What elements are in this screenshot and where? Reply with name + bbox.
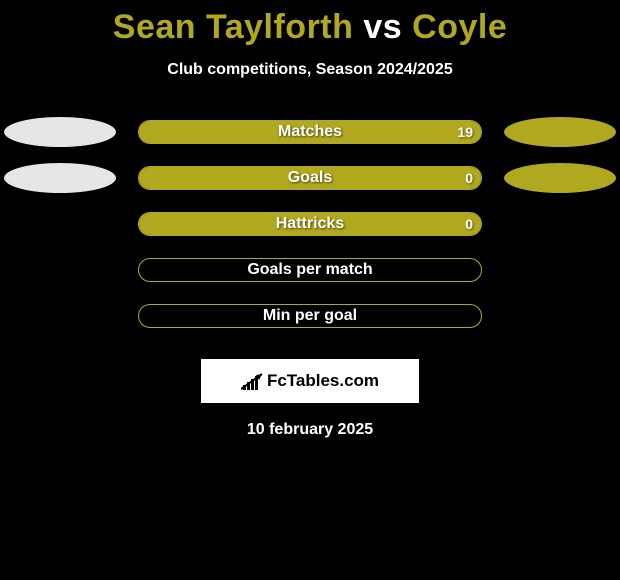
stat-value-player2: 0 xyxy=(465,216,473,232)
player1-ellipse xyxy=(4,163,116,193)
stat-row: Min per goal xyxy=(0,293,620,339)
stat-label: Min per goal xyxy=(139,307,481,325)
bar-fill-player2 xyxy=(139,213,481,235)
stat-bar: Matches19 xyxy=(138,120,482,144)
date-text: 10 february 2025 xyxy=(0,421,620,439)
stat-bar: Goals per match xyxy=(138,258,482,282)
chart-icon xyxy=(241,372,263,390)
stat-label: Goals per match xyxy=(139,261,481,279)
comparison-title: Sean Taylforth vs Coyle xyxy=(0,0,620,47)
player2-ellipse xyxy=(504,117,616,147)
player1-name: Sean Taylforth xyxy=(113,8,354,46)
stat-value-player2: 19 xyxy=(457,124,473,140)
fctables-logo[interactable]: FcTables.com xyxy=(201,359,419,403)
bar-fill-player2 xyxy=(139,167,481,189)
stat-bar: Goals0 xyxy=(138,166,482,190)
stat-row: Goals per match xyxy=(0,247,620,293)
stat-row: Goals0 xyxy=(0,155,620,201)
bar-fill-player2 xyxy=(139,121,481,143)
stat-value-player2: 0 xyxy=(465,170,473,186)
logo-text: FcTables.com xyxy=(267,371,379,391)
stats-container: Matches19 Goals0 Hattricks0 Goals per match… xyxy=(0,109,620,339)
player2-ellipse xyxy=(504,163,616,193)
stat-row: Matches19 xyxy=(0,109,620,155)
player2-name: Coyle xyxy=(412,8,507,46)
player1-ellipse xyxy=(4,117,116,147)
stat-bar: Hattricks0 xyxy=(138,212,482,236)
competition-subtitle: Club competitions, Season 2024/2025 xyxy=(0,61,620,79)
vs-text: vs xyxy=(363,8,402,46)
stat-bar: Min per goal xyxy=(138,304,482,328)
stat-row: Hattricks0 xyxy=(0,201,620,247)
